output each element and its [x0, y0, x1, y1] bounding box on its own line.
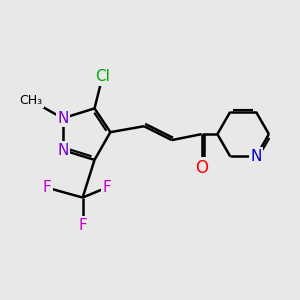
Text: N: N — [57, 111, 68, 126]
Text: F: F — [43, 180, 51, 195]
Text: N: N — [250, 149, 262, 164]
Text: Cl: Cl — [95, 69, 110, 84]
Text: N: N — [57, 142, 68, 158]
Text: F: F — [102, 180, 111, 195]
Text: O: O — [195, 159, 208, 177]
Text: F: F — [78, 218, 87, 233]
Text: CH₃: CH₃ — [20, 94, 43, 107]
